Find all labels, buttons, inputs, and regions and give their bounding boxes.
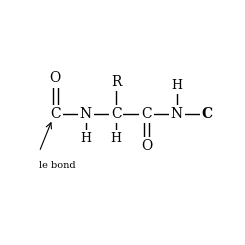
Text: H: H [80, 132, 91, 145]
Text: H: H [110, 132, 122, 145]
Text: C: C [202, 107, 213, 121]
Text: N: N [171, 107, 183, 121]
Text: C: C [111, 107, 121, 121]
Text: le bond: le bond [39, 161, 76, 171]
Text: H: H [171, 79, 182, 93]
Text: C: C [50, 107, 61, 121]
Text: R: R [111, 75, 121, 89]
Text: C: C [141, 107, 152, 121]
Text: O: O [141, 139, 152, 153]
Text: O: O [50, 72, 61, 86]
Text: N: N [80, 107, 92, 121]
